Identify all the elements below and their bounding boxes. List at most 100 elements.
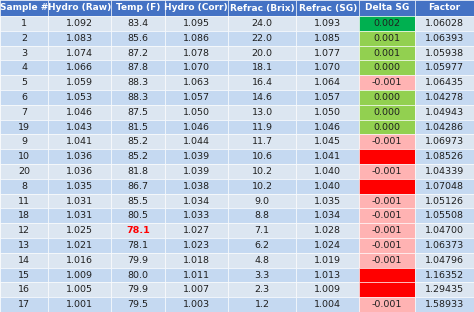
Bar [228,238,296,253]
Bar [165,16,228,31]
Bar [296,31,359,46]
Text: 1.064: 1.064 [314,78,341,87]
Text: 1.035: 1.035 [66,182,93,191]
Bar [48,0,111,16]
Bar [111,0,165,16]
Text: 1.06373: 1.06373 [425,241,464,250]
Text: 1.077: 1.077 [314,48,341,57]
Bar [111,194,165,208]
Bar [415,149,474,164]
Text: Factor: Factor [428,3,460,12]
Bar [165,164,228,179]
Text: -0.001: -0.001 [372,197,402,206]
Bar [415,268,474,282]
Bar [0,223,48,238]
Text: 18: 18 [18,211,30,220]
Text: 8: 8 [21,182,27,191]
Bar [0,164,48,179]
Bar [228,253,296,268]
Text: 1.085: 1.085 [314,34,341,43]
Bar [415,16,474,31]
Bar [296,105,359,119]
Text: 1.04339: 1.04339 [425,167,464,176]
Bar [165,208,228,223]
Text: 1.021: 1.021 [66,241,93,250]
Text: 1.06435: 1.06435 [425,78,464,87]
Text: 87.2: 87.2 [128,48,148,57]
Bar [415,164,474,179]
Bar [296,223,359,238]
Bar [228,164,296,179]
Bar [359,297,415,312]
Text: 1.04700: 1.04700 [425,226,464,235]
Text: 1.08526: 1.08526 [425,152,464,161]
Bar [228,268,296,282]
Bar [359,16,415,31]
Bar [165,105,228,119]
Text: 20: 20 [18,167,30,176]
Bar [359,238,415,253]
Text: -0.001: -0.001 [372,78,402,87]
Bar [359,194,415,208]
Bar [359,282,415,297]
Bar [228,119,296,134]
Bar [415,194,474,208]
Bar [48,31,111,46]
Bar [359,46,415,61]
Text: 1.046: 1.046 [66,108,93,117]
Bar [0,16,48,31]
Text: 1.027: 1.027 [183,226,210,235]
Text: 1.040: 1.040 [314,167,341,176]
Bar [111,149,165,164]
Bar [359,134,415,149]
Text: 16: 16 [18,285,30,294]
Bar [48,194,111,208]
Bar [359,149,415,164]
Text: 1.025: 1.025 [66,226,93,235]
Text: 1.04796: 1.04796 [425,256,464,265]
Text: 1.044: 1.044 [183,137,210,146]
Bar [296,0,359,16]
Text: 11: 11 [18,197,30,206]
Bar [296,75,359,90]
Bar [0,31,48,46]
Bar [48,253,111,268]
Bar [359,268,415,282]
Bar [48,105,111,119]
Text: 1.58933: 1.58933 [425,300,464,309]
Text: 79.5: 79.5 [128,300,148,309]
Text: Refrac (SG): Refrac (SG) [299,3,357,12]
Bar [228,194,296,208]
Bar [296,149,359,164]
Bar [415,46,474,61]
Bar [228,208,296,223]
Bar [415,119,474,134]
Text: 1.05126: 1.05126 [425,197,464,206]
Bar [48,282,111,297]
Bar [0,105,48,119]
Text: 1.16352: 1.16352 [425,271,464,280]
Bar [48,119,111,134]
Bar [359,105,415,119]
Text: 1.024: 1.024 [314,241,341,250]
Bar [359,179,415,194]
Bar [111,253,165,268]
Text: Temp (F): Temp (F) [116,3,160,12]
Text: -0.001: -0.001 [372,300,402,309]
Bar [359,75,415,90]
Bar [0,46,48,61]
Text: 11.7: 11.7 [252,137,273,146]
Bar [228,46,296,61]
Text: 0.001: 0.001 [374,34,401,43]
Text: 1.046: 1.046 [314,123,341,131]
Text: 79.9: 79.9 [128,256,148,265]
Bar [111,75,165,90]
Text: -0.001: -0.001 [372,256,402,265]
Bar [48,75,111,90]
Bar [415,179,474,194]
Text: -0.001: -0.001 [372,226,402,235]
Text: 87.5: 87.5 [128,108,148,117]
Text: 1.011: 1.011 [183,271,210,280]
Bar [228,61,296,75]
Bar [165,61,228,75]
